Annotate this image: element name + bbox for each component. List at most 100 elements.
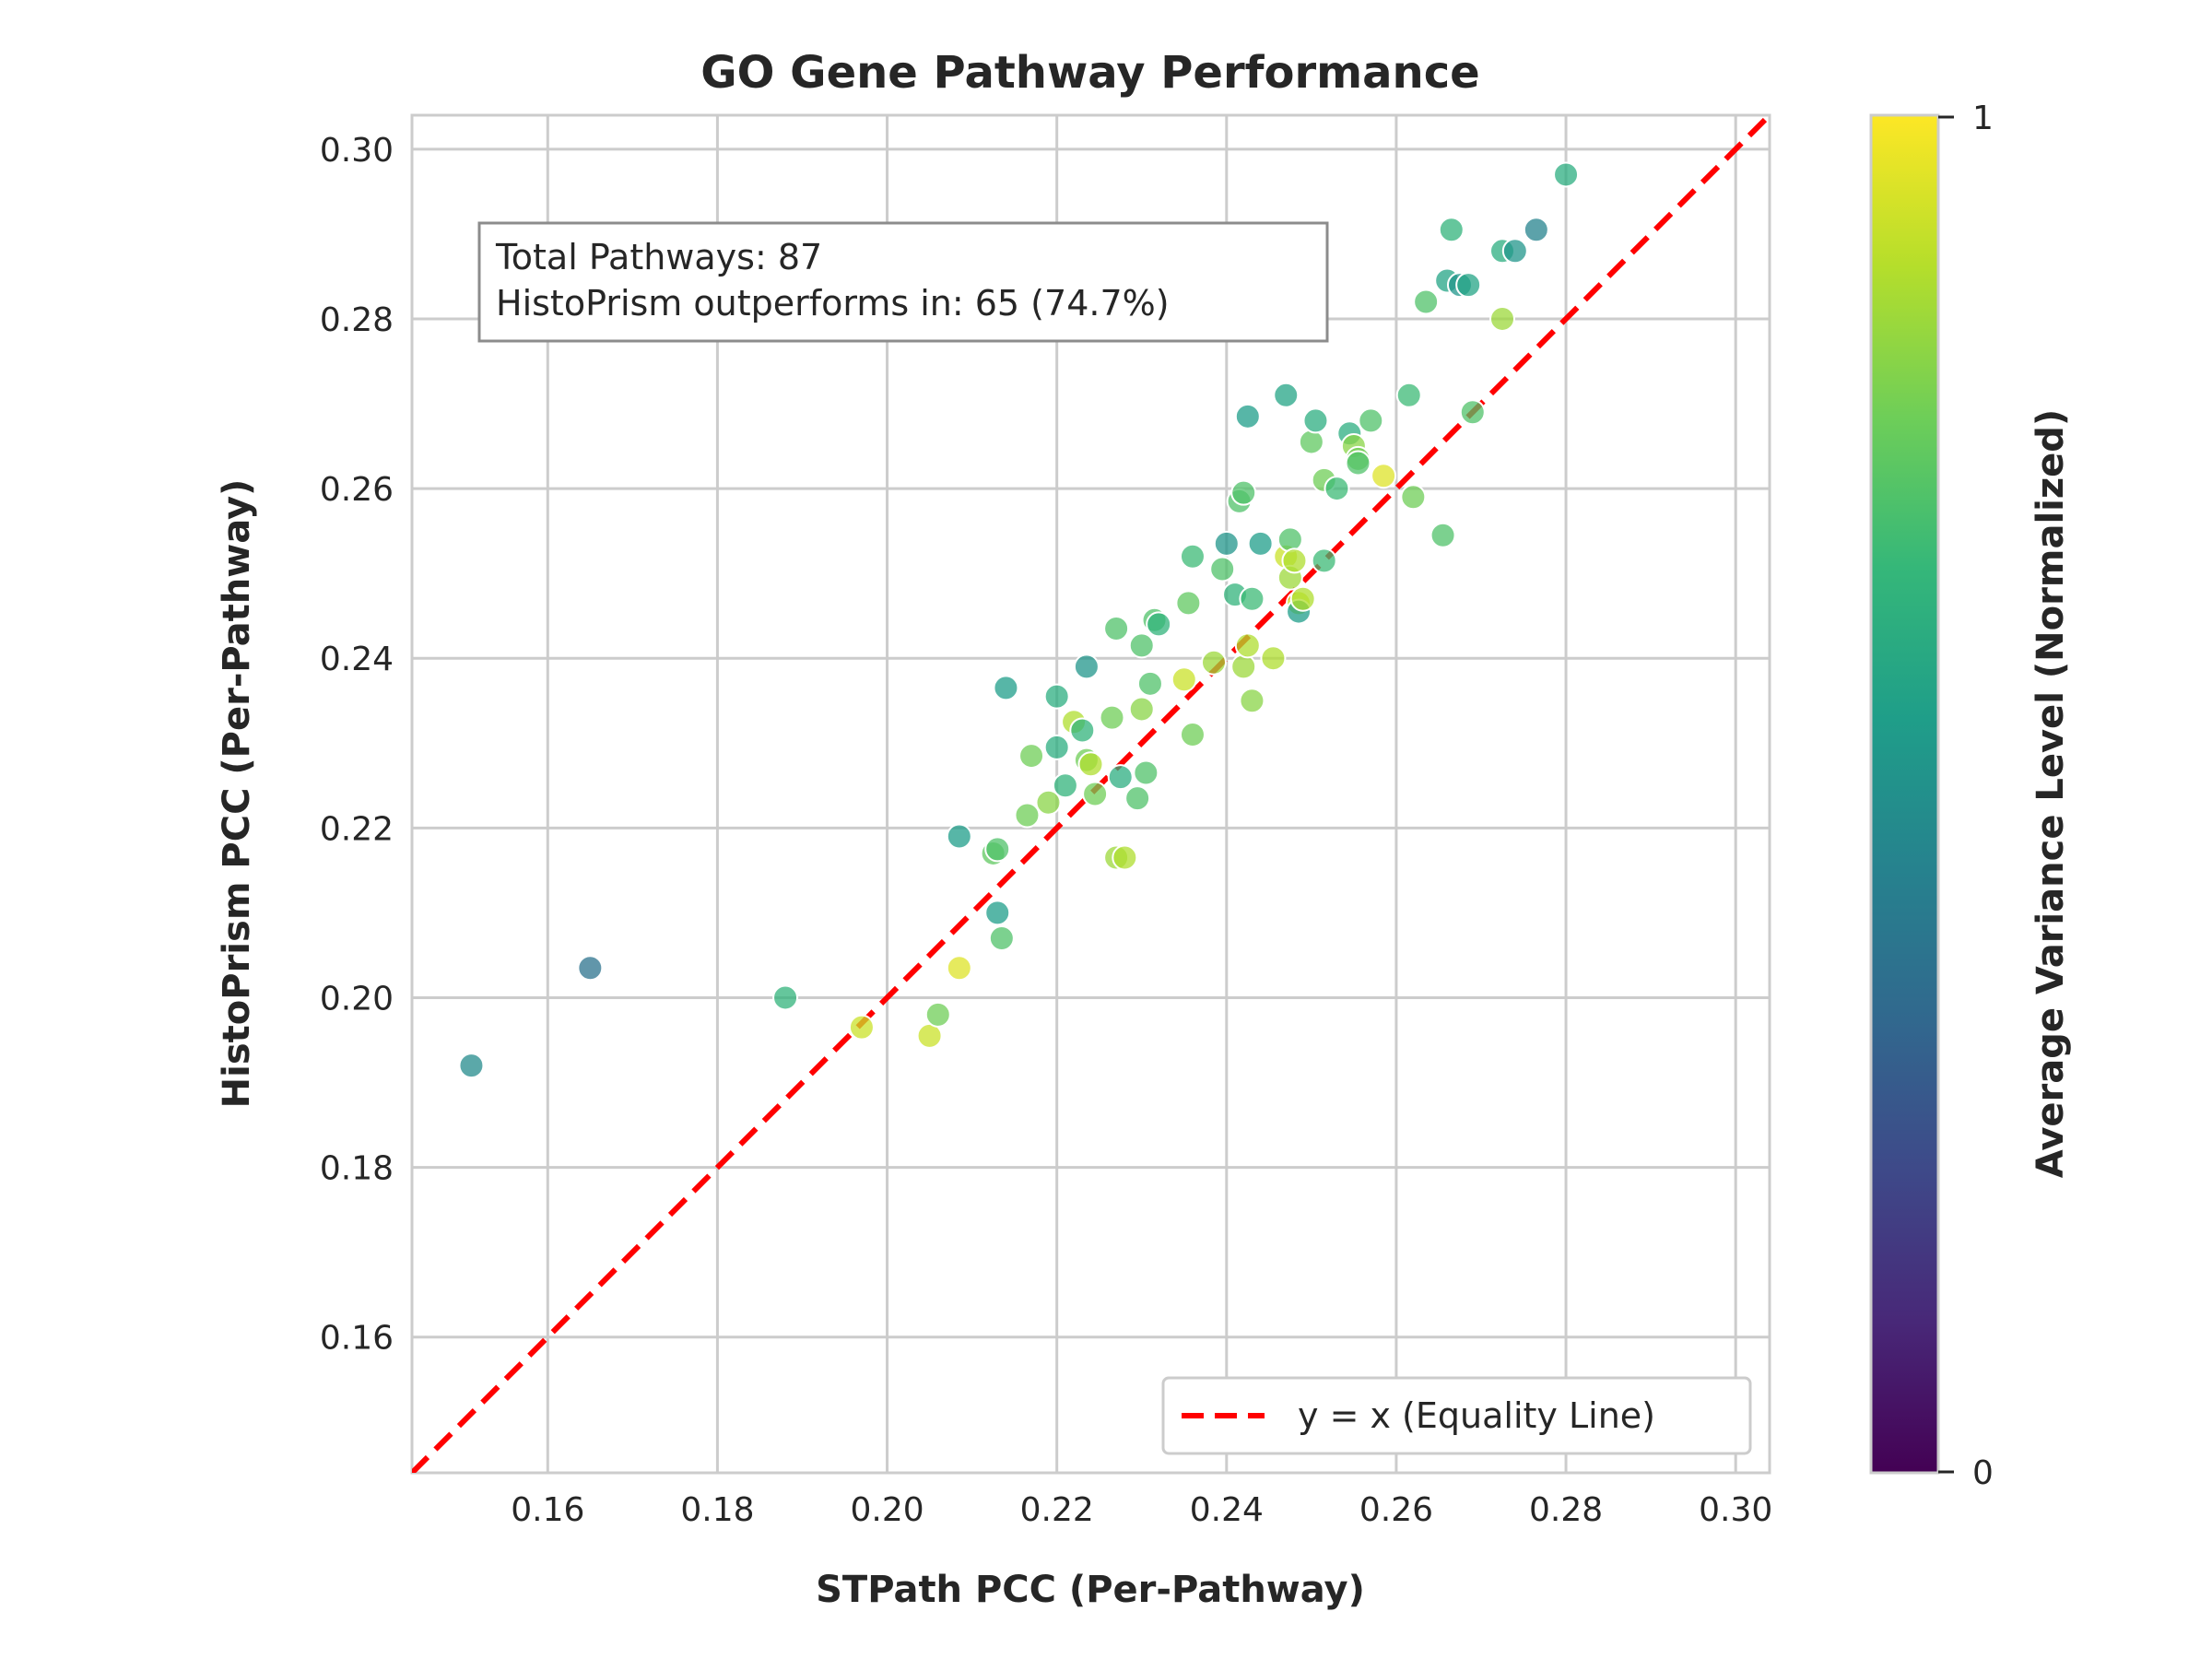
scatter-point — [1523, 217, 1549, 243]
colorbar-label: Average Variance Level (Normalized) — [2030, 409, 2072, 1178]
scatter-point — [1230, 479, 1257, 506]
scatter-point — [1273, 382, 1300, 408]
scatter-point — [1311, 547, 1337, 574]
legend-frame — [1161, 1376, 1752, 1455]
scatter-point — [1455, 272, 1482, 299]
scatter-point — [1247, 530, 1274, 557]
scatter-point — [1128, 696, 1155, 723]
x-tick-label: 0.28 — [1529, 1491, 1603, 1529]
scatter-point — [1239, 688, 1265, 714]
x-tick-label: 0.16 — [511, 1491, 584, 1529]
scatter-point — [984, 836, 1011, 863]
y-tick-label: 0.30 — [320, 132, 394, 170]
scatter-point — [1260, 645, 1287, 672]
scatter-point — [1358, 407, 1384, 434]
scatter-point — [1213, 530, 1240, 557]
scatter-point — [988, 925, 1015, 952]
x-tick-label: 0.20 — [850, 1491, 924, 1529]
info-outperforms: HistoPrism outperforms in: 65 (74.7%) — [496, 283, 1170, 324]
scatter-point — [1171, 666, 1197, 693]
equality-line — [412, 115, 1770, 1473]
scatter-point — [1289, 585, 1316, 612]
scatter-point — [1553, 161, 1580, 188]
scatter-point — [1345, 450, 1371, 477]
scatter-point — [1179, 543, 1206, 570]
scatter-point — [772, 984, 799, 1011]
scatter-point — [1459, 399, 1486, 426]
x-tick-label: 0.18 — [680, 1491, 754, 1529]
scatter-point — [1230, 653, 1257, 680]
scatter-point — [1209, 556, 1236, 582]
scatter-point — [1082, 781, 1109, 807]
x-axis-label: STPath PCC (Per-Pathway) — [816, 1569, 1365, 1611]
scatter-point — [1234, 632, 1261, 659]
scatter-point — [1234, 403, 1261, 429]
scatter-point — [1035, 789, 1062, 816]
x-axis-ticks: 0.16 0.18 0.20 0.22 0.24 0.26 0.28 0.30 — [511, 1491, 1772, 1529]
scatter-point — [1043, 683, 1070, 710]
y-tick-label: 0.28 — [320, 301, 394, 339]
scatter-point — [1014, 802, 1041, 829]
scatter-point — [1489, 305, 1516, 332]
scatter-point — [1136, 670, 1163, 697]
y-tick-label: 0.16 — [320, 1320, 394, 1358]
y-tick-label: 0.22 — [320, 810, 394, 848]
y-tick-label: 0.24 — [320, 641, 394, 678]
scatter-point — [1302, 407, 1329, 434]
scatter-point — [1413, 288, 1440, 315]
colorbar-tick-label-0: 0 — [1972, 1454, 1994, 1492]
scatter-point — [993, 675, 1019, 701]
scatter-point — [1124, 785, 1151, 812]
colorbar-tick-label-1: 1 — [1972, 100, 1994, 137]
scatter-points — [458, 161, 1580, 1079]
scatter-point — [1146, 611, 1172, 638]
chart-title: GO Gene Pathway Performance — [700, 47, 1479, 99]
scatter-point — [1200, 649, 1227, 676]
y-axis-ticks: 0.16 0.18 0.20 0.22 0.24 0.26 0.28 0.30 — [320, 132, 394, 1358]
scatter-point — [1112, 844, 1138, 871]
scatter-point — [1298, 429, 1324, 455]
y-tick-label: 0.18 — [320, 1150, 394, 1188]
grid-lines — [412, 115, 1770, 1473]
scatter-point — [1043, 734, 1070, 760]
x-tick-label: 0.26 — [1359, 1491, 1433, 1529]
y-tick-label: 0.20 — [320, 980, 394, 1018]
scatter-point — [1069, 717, 1096, 744]
scatter-point — [1324, 476, 1350, 502]
scatter-point — [1501, 238, 1528, 265]
y-tick-label: 0.26 — [320, 471, 394, 509]
colorbar-gradient — [1869, 113, 1940, 1475]
scatter-point — [577, 955, 604, 982]
scatter-point — [1438, 217, 1465, 243]
scatter-point — [1073, 653, 1100, 680]
scatter-point — [1103, 615, 1130, 641]
scatter-point — [1052, 772, 1078, 799]
scatter-point — [1107, 764, 1134, 791]
scatter-point — [946, 955, 972, 982]
y-axis-label: HistoPrism PCC (Per-Pathway) — [216, 479, 258, 1109]
legend-label: y = x (Equality Line) — [1298, 1395, 1655, 1436]
info-box: Total Pathways: 87 HistoPrism outperform… — [477, 221, 1329, 343]
info-total-pathways: Total Pathways: 87 — [495, 237, 822, 277]
scatter-point — [946, 823, 972, 850]
scatter-point — [1239, 585, 1265, 612]
scatter-point — [1277, 526, 1303, 553]
x-tick-label: 0.24 — [1190, 1491, 1264, 1529]
scatter-point — [458, 1053, 485, 1079]
scatter-point — [924, 1001, 951, 1028]
scatter-point — [1077, 751, 1104, 778]
x-tick-label: 0.22 — [1020, 1491, 1094, 1529]
scatter-point — [1430, 522, 1456, 548]
scatter-point — [1175, 590, 1202, 617]
scatter-point — [1400, 484, 1427, 511]
scatter-point — [1099, 704, 1125, 731]
colorbar: 1 0 Average Variance Level (Normalized) — [1869, 100, 2072, 1492]
scatter-point — [1395, 382, 1422, 408]
legend: y = x (Equality Line) — [1161, 1376, 1752, 1455]
scatter-point — [1018, 743, 1045, 770]
x-tick-label: 0.30 — [1699, 1491, 1772, 1529]
scatter-point — [1128, 632, 1155, 659]
scatter-point — [984, 900, 1011, 926]
scatter-point — [1281, 547, 1308, 574]
